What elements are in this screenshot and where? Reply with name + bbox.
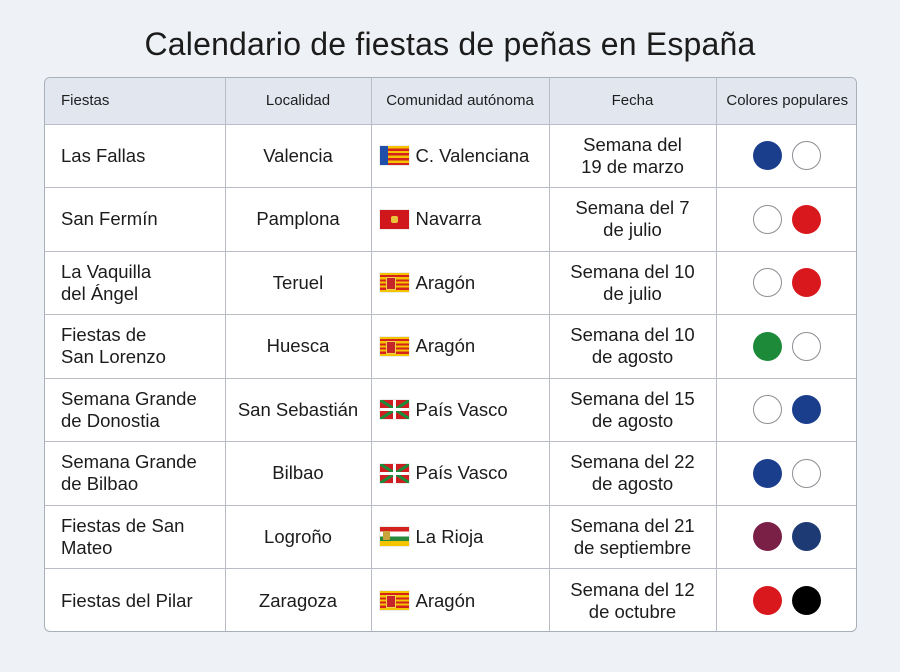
color-swatch [753,204,783,234]
comunidad-label: C. Valenciana [415,144,530,166]
header-localidad: Localidad [225,78,372,125]
color-swatch [753,268,783,298]
page-title: Calendario de fiestas de peñas en España [144,26,756,62]
color-swatch [792,458,822,488]
cell-fecha: Semana del 15 de agosto [549,378,717,442]
color-swatch [753,458,783,488]
comunidad-label: Aragón [415,335,476,357]
table-row: Semana Grande de Donostia San Sebastián Pa… [45,378,856,442]
color-swatch [753,586,783,615]
cell-localidad: Zaragoza [225,568,372,631]
cell-fecha: Semana del 19 de marzo [549,124,717,188]
cell-fecha: Semana del 22 de agosto [549,441,717,506]
cell-colores [716,314,856,379]
color-swatch [753,522,783,552]
cell-fecha: Semana del 21 de septiembre [549,505,717,569]
table-row: Las Fallas Valencia C. Valenciana Semana de… [45,124,856,188]
cell-localidad: Logroño [225,505,372,569]
comunidad-label: La Rioja [415,525,484,547]
color-swatch [753,331,783,361]
header-colores: Colores populares [716,78,856,125]
header-fiestas: Fiestas [45,78,226,125]
la-rioja-flag-icon [379,527,409,547]
color-swatch [753,141,783,171]
cell-colores [716,251,856,315]
cell-comunidad: Aragón [371,251,550,315]
cell-fiesta: San Fermín [45,187,226,252]
valencia-flag-icon [379,146,409,166]
comunidad-label: País Vasco [415,462,508,484]
cell-fiesta: Semana Grande de Bilbao [45,441,226,506]
comunidad-label: Aragón [415,589,476,611]
cell-localidad: Huesca [225,314,372,379]
cell-fiesta: Fiestas de San Lorenzo [45,314,226,379]
comunidad-label: País Vasco [415,398,508,420]
table-row: Semana Grande de Bilbao Bilbao País Vasco S… [45,441,856,506]
table-row: San Fermín Pamplona Navarra Semana del 7 de… [45,187,856,252]
aragon-flag-icon [379,273,409,293]
comunidad-label: Navarra [415,208,482,230]
cell-fiesta: La Vaquilla del Ángel [45,251,226,315]
cell-colores [716,505,856,569]
color-swatch [792,586,822,615]
cell-colores [716,441,856,506]
table-row: Fiestas del Pilar Zaragoza Aragón Semana de… [45,568,856,632]
cell-localidad: Valencia [225,124,372,188]
pais-vasco-flag-icon [379,400,409,420]
cell-colores [716,569,856,632]
cell-fecha: Semana del 10 de julio [549,251,717,315]
cell-colores [716,124,856,188]
aragon-flag-icon [379,591,409,610]
color-swatch [792,204,822,234]
cell-fiesta: Semana Grande de Donostia [45,378,226,442]
cell-comunidad: Aragón [371,314,550,379]
cell-fecha: Semana del 12 de octubre [549,568,717,631]
color-swatch [792,331,822,361]
color-swatch [792,141,822,171]
color-swatch [792,522,822,552]
color-swatch [753,395,783,425]
cell-comunidad: Aragón [371,568,550,631]
color-swatch [792,395,822,425]
header-fecha: Fecha [549,78,717,125]
cell-comunidad: País Vasco [371,441,550,506]
fiestas-table: Fiestas Localidad Comunidad autónoma Fec… [45,78,856,632]
cell-localidad: Pamplona [225,187,372,252]
cell-comunidad: Navarra [371,187,550,252]
cell-localidad: Bilbao [225,441,372,506]
cell-fecha: Semana del 7 de julio [549,187,717,252]
table-header-row: Fiestas Localidad Comunidad autónoma Fec… [45,78,856,125]
cell-fecha: Semana del 10 de agosto [549,314,717,379]
cell-comunidad: País Vasco [371,378,550,442]
header-comunidad: Comunidad autónoma [371,78,550,125]
navarra-flag-icon [379,209,409,229]
aragon-flag-icon [379,336,409,356]
cell-localidad: Teruel [225,251,372,315]
cell-colores [716,378,856,442]
comunidad-label: Aragón [415,271,476,293]
cell-localidad: San Sebastián [225,378,372,442]
table-row: La Vaquilla del Ángel Teruel Aragón Semana … [45,251,856,315]
pais-vasco-flag-icon [379,463,409,483]
fiestas-table-container: Fiestas Localidad Comunidad autónoma Fec… [44,77,857,632]
cell-fiesta: Fiestas de San Mateo [45,505,226,569]
cell-fiesta: Fiestas del Pilar [45,568,226,631]
color-swatch [792,268,822,298]
cell-fiesta: Las Fallas [45,124,226,188]
table-row: Fiestas de San Lorenzo Huesca Aragón Semana… [45,314,856,379]
cell-comunidad: La Rioja [371,505,550,569]
table-row: Fiestas de San Mateo Logroño La Rioja Seman… [45,505,856,569]
cell-colores [716,187,856,252]
cell-comunidad: C. Valenciana [371,124,550,188]
